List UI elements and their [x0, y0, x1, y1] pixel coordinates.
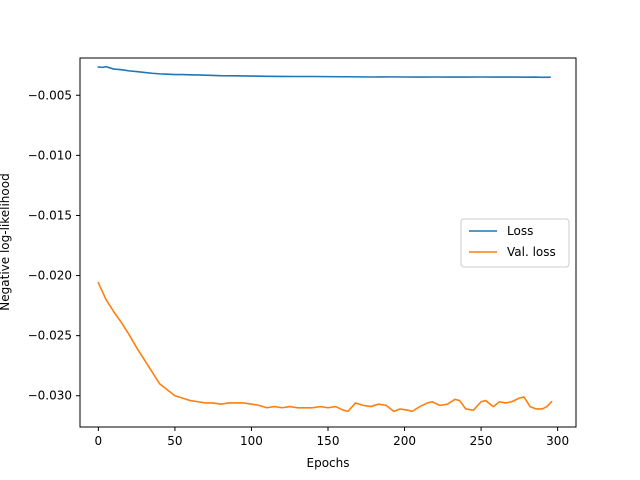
y-axis-ticks: −0.005 −0.010 −0.015 −0.020 −0.025 −0.030 [28, 88, 80, 403]
x-axis-label: Epochs [307, 456, 350, 470]
x-tick-label: 50 [167, 434, 182, 448]
series-line-0 [97, 65, 551, 79]
y-tick-label: −0.030 [28, 389, 72, 403]
x-tick-label: 250 [470, 434, 493, 448]
x-axis-ticks: 0 50 100 150 200 250 300 [95, 427, 569, 448]
y-axis-label: Negative log-likelihood [0, 173, 12, 310]
y-tick-label: −0.025 [28, 329, 72, 343]
x-tick-label: 100 [240, 434, 263, 448]
x-tick-label: 0 [95, 434, 103, 448]
y-tick-label: −0.020 [28, 269, 72, 283]
y-tick-label: −0.005 [28, 88, 72, 102]
x-tick-label: 150 [317, 434, 340, 448]
legend-label-1: Val. loss [507, 245, 556, 259]
x-tick-label: 300 [546, 434, 569, 448]
series-line-1 [97, 281, 553, 413]
legend-label-0: Loss [507, 224, 533, 238]
y-tick-label: −0.015 [28, 208, 72, 222]
y-tick-label: −0.010 [28, 148, 72, 162]
x-tick-label: 200 [393, 434, 416, 448]
legend: Loss Val. loss [460, 218, 570, 268]
